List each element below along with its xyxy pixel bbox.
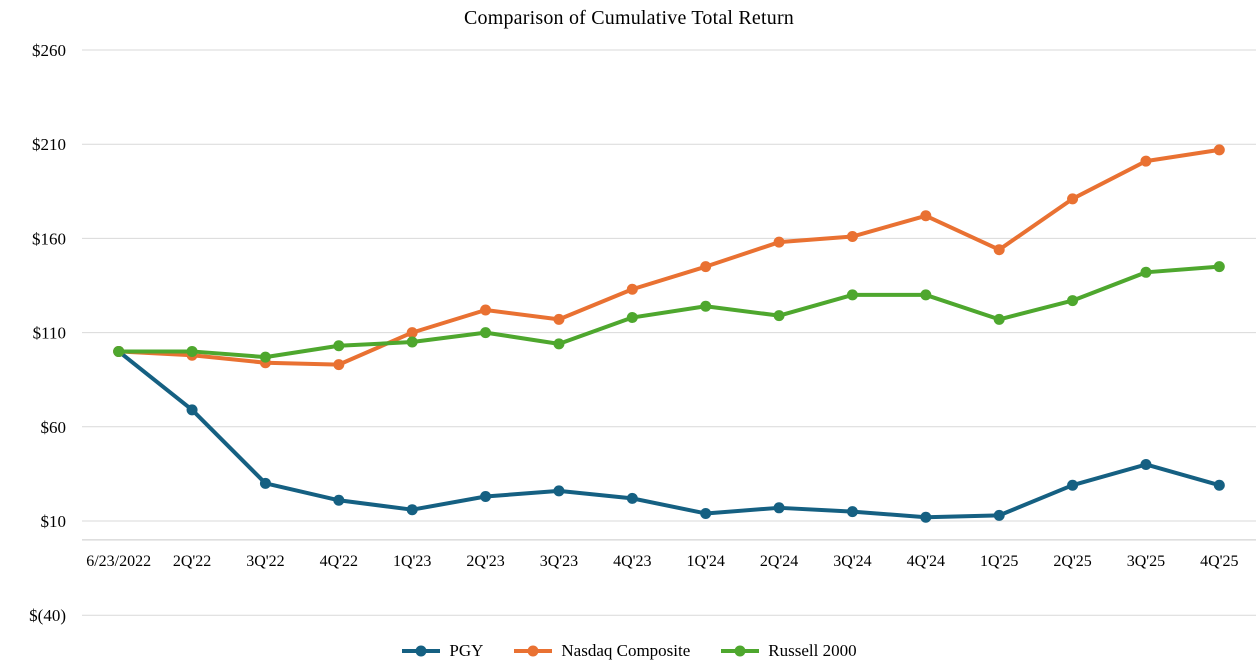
series-line-russell-2000 [116, 264, 1222, 360]
legend-label-nasdaq-composite: Nasdaq Composite [561, 641, 691, 660]
series-marker-russell-2000-3 [333, 340, 345, 352]
y-axis-tick-label: $210 [32, 135, 66, 154]
series-marker-nasdaq-composite-10 [846, 231, 858, 243]
series-marker-pgy-14 [1140, 458, 1152, 470]
series-marker-russell-2000-11 [920, 289, 932, 301]
series-marker-nasdaq-composite-12 [993, 244, 1005, 256]
chart-legend: PGY Nasdaq Composite Russell 2000 [0, 637, 1258, 664]
series-marker-russell-2000-10 [846, 289, 858, 301]
legend-dot [527, 645, 539, 657]
series-marker-pgy-1 [186, 404, 198, 416]
series-marker-nasdaq-composite-9 [773, 236, 785, 248]
series-marker-russell-2000-4 [406, 336, 418, 348]
series-marker-nasdaq-composite-5 [480, 304, 492, 316]
series-marker-russell-2000-6 [553, 338, 565, 350]
y-axis-tick-label: $160 [32, 229, 66, 248]
series-marker-pgy-4 [406, 504, 418, 516]
series-marker-pgy-9 [773, 502, 785, 514]
series-marker-russell-2000-0 [113, 345, 125, 357]
x-axis-category-label: 3Q'22 [246, 553, 284, 570]
series-line-nasdaq-composite [116, 147, 1222, 367]
x-axis-category-label: 1Q'23 [393, 553, 431, 570]
series-marker-russell-2000-14 [1140, 266, 1152, 278]
x-axis-category-label: 4Q'24 [907, 553, 945, 570]
series-marker-nasdaq-composite-15 [1213, 144, 1225, 156]
series-marker-pgy-15 [1213, 479, 1225, 491]
x-axis-category-label: 6/23/2022 [86, 553, 151, 570]
legend-marker-pgy-icon [402, 645, 441, 657]
series-marker-pgy-10 [846, 506, 858, 518]
series-marker-russell-2000-2 [259, 351, 271, 363]
series-marker-nasdaq-composite-8 [700, 261, 712, 273]
legend-item-pgy: PGY [401, 641, 483, 661]
legend-item-nasdaq-composite: Nasdaq Composite [513, 641, 690, 661]
y-axis-tick-label: $10 [41, 512, 67, 531]
series-marker-pgy-12 [993, 509, 1005, 521]
series-marker-pgy-6 [553, 485, 565, 497]
series-marker-pgy-7 [626, 492, 638, 504]
series-marker-nasdaq-composite-14 [1140, 155, 1152, 167]
y-axis-tick-label: $110 [33, 324, 66, 343]
y-axis-tick-label: $60 [41, 418, 67, 437]
series-marker-russell-2000-5 [480, 327, 492, 339]
series-marker-nasdaq-composite-11 [920, 210, 932, 222]
series-marker-pgy-3 [333, 494, 345, 506]
series-marker-nasdaq-composite-13 [1067, 193, 1079, 205]
legend-marker-russell-2000-icon [721, 645, 760, 657]
x-axis-category-label: 1Q'24 [686, 553, 724, 570]
legend-dot [415, 645, 427, 657]
series-marker-russell-2000-9 [773, 310, 785, 322]
y-axis-tick-label: $(40) [29, 606, 66, 625]
series-marker-nasdaq-composite-3 [333, 359, 345, 371]
series-marker-pgy-2 [259, 477, 271, 489]
x-axis-category-label: 2Q'23 [466, 553, 504, 570]
series-marker-pgy-13 [1067, 479, 1079, 491]
series-marker-russell-2000-8 [700, 300, 712, 312]
series-marker-russell-2000-1 [186, 345, 198, 357]
x-axis-category-label: 1Q'25 [980, 553, 1018, 570]
x-axis-category-label: 3Q'23 [540, 553, 578, 570]
series-marker-nasdaq-composite-7 [626, 283, 638, 295]
x-axis-category-label: 3Q'25 [1127, 553, 1165, 570]
series-marker-russell-2000-12 [993, 313, 1005, 325]
x-axis-category-label: 2Q'25 [1053, 553, 1091, 570]
series-marker-nasdaq-composite-4 [406, 327, 418, 339]
series-marker-russell-2000-7 [626, 312, 638, 324]
series-marker-nasdaq-composite-6 [553, 313, 565, 325]
series-marker-russell-2000-13 [1067, 295, 1079, 307]
series-line-pgy [116, 349, 1222, 520]
x-axis-category-label: 4Q'25 [1200, 553, 1238, 570]
x-axis-category-label: 3Q'24 [833, 553, 871, 570]
legend-label-pgy: PGY [449, 641, 484, 660]
legend-marker-nasdaq-composite-icon [514, 645, 553, 657]
legend-dot [734, 645, 746, 657]
y-axis-tick-label: $260 [32, 41, 66, 60]
series-marker-pgy-5 [480, 491, 492, 503]
series-marker-pgy-8 [700, 507, 712, 519]
legend-item-russell-2000: Russell 2000 [720, 641, 857, 661]
x-axis-category-label: 4Q'22 [320, 553, 358, 570]
chart-title: Comparison of Cumulative Total Return [463, 7, 795, 29]
series-marker-russell-2000-15 [1213, 261, 1225, 273]
series-marker-pgy-11 [920, 511, 932, 523]
legend-label-russell-2000: Russell 2000 [768, 641, 857, 660]
x-axis-category-label: 2Q'24 [760, 553, 798, 570]
x-axis-category-label: 4Q'23 [613, 553, 651, 570]
x-axis-category-label: 2Q'22 [173, 553, 211, 570]
